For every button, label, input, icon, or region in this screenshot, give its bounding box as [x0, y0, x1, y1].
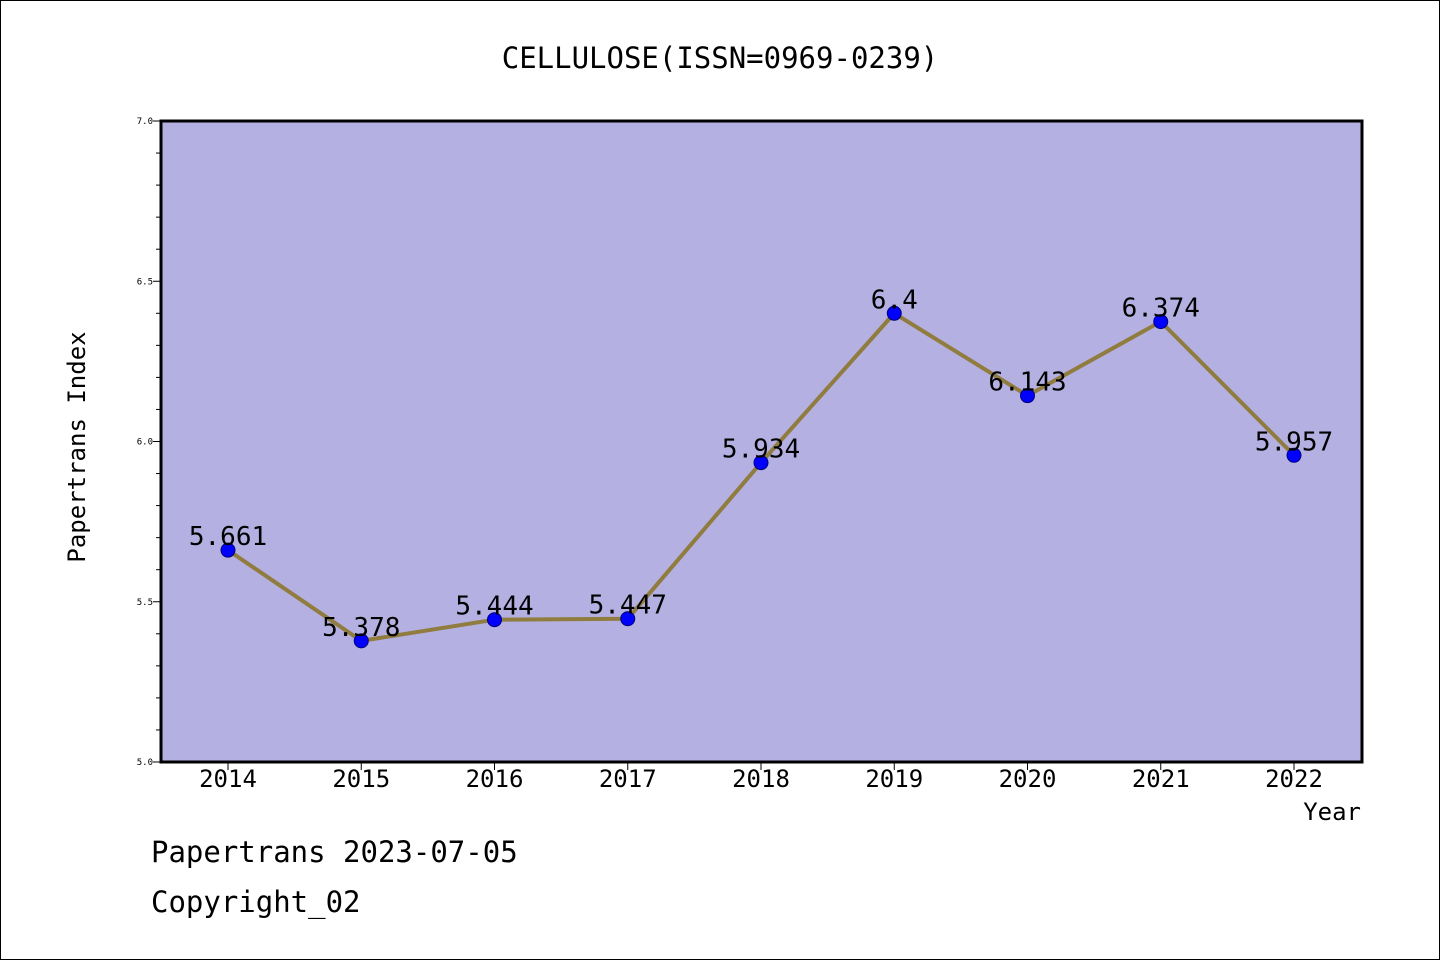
x-tick-label: 2022	[1265, 765, 1323, 793]
y-tick-label: 5.5	[137, 598, 153, 608]
x-tick-label: 2020	[999, 765, 1057, 793]
x-tick-label: 2015	[332, 765, 390, 793]
data-label: 6.4	[871, 285, 918, 315]
data-label: 5.378	[322, 613, 400, 643]
y-tick-label: 6.5	[137, 277, 153, 287]
data-label: 5.447	[589, 591, 667, 621]
x-tick-label: 2021	[1132, 765, 1190, 793]
data-label: 5.661	[189, 522, 267, 552]
data-point	[1286, 447, 1302, 463]
data-point	[487, 612, 502, 628]
data-point	[1153, 314, 1169, 330]
footer-copyright: Copyright_02	[151, 885, 361, 919]
data-label: 6.374	[1122, 294, 1200, 324]
y-tick-label: 7.0	[137, 117, 153, 127]
y-tick-label: 6.0	[137, 438, 153, 448]
plot-background	[161, 121, 1362, 762]
data-label: 5.957	[1255, 427, 1333, 457]
data-point	[353, 633, 369, 649]
x-tick-label: 2019	[865, 765, 923, 793]
x-tick-label: 2016	[466, 765, 524, 793]
footer-source: Papertrans 2023-07-05	[151, 835, 518, 869]
x-axis-label: Year	[1303, 798, 1361, 826]
data-label: 5.934	[722, 435, 800, 465]
data-point	[753, 455, 769, 471]
data-label: 5.444	[455, 592, 533, 622]
x-tick-label: 2017	[599, 765, 657, 793]
data-point	[886, 305, 902, 321]
data-point	[620, 611, 636, 627]
x-tick-label: 2014	[199, 765, 257, 793]
data-label: 6.143	[988, 368, 1066, 398]
x-tick-label: 2018	[732, 765, 790, 793]
y-tick-label: 5.0	[137, 758, 153, 768]
y-axis-label: Papertrans Index	[63, 331, 91, 562]
data-point	[220, 542, 236, 558]
chart-title: CELLULOSE(ISSN=0969-0239)	[502, 41, 939, 75]
plot-frame	[159, 119, 1364, 764]
data-point	[1020, 388, 1035, 404]
